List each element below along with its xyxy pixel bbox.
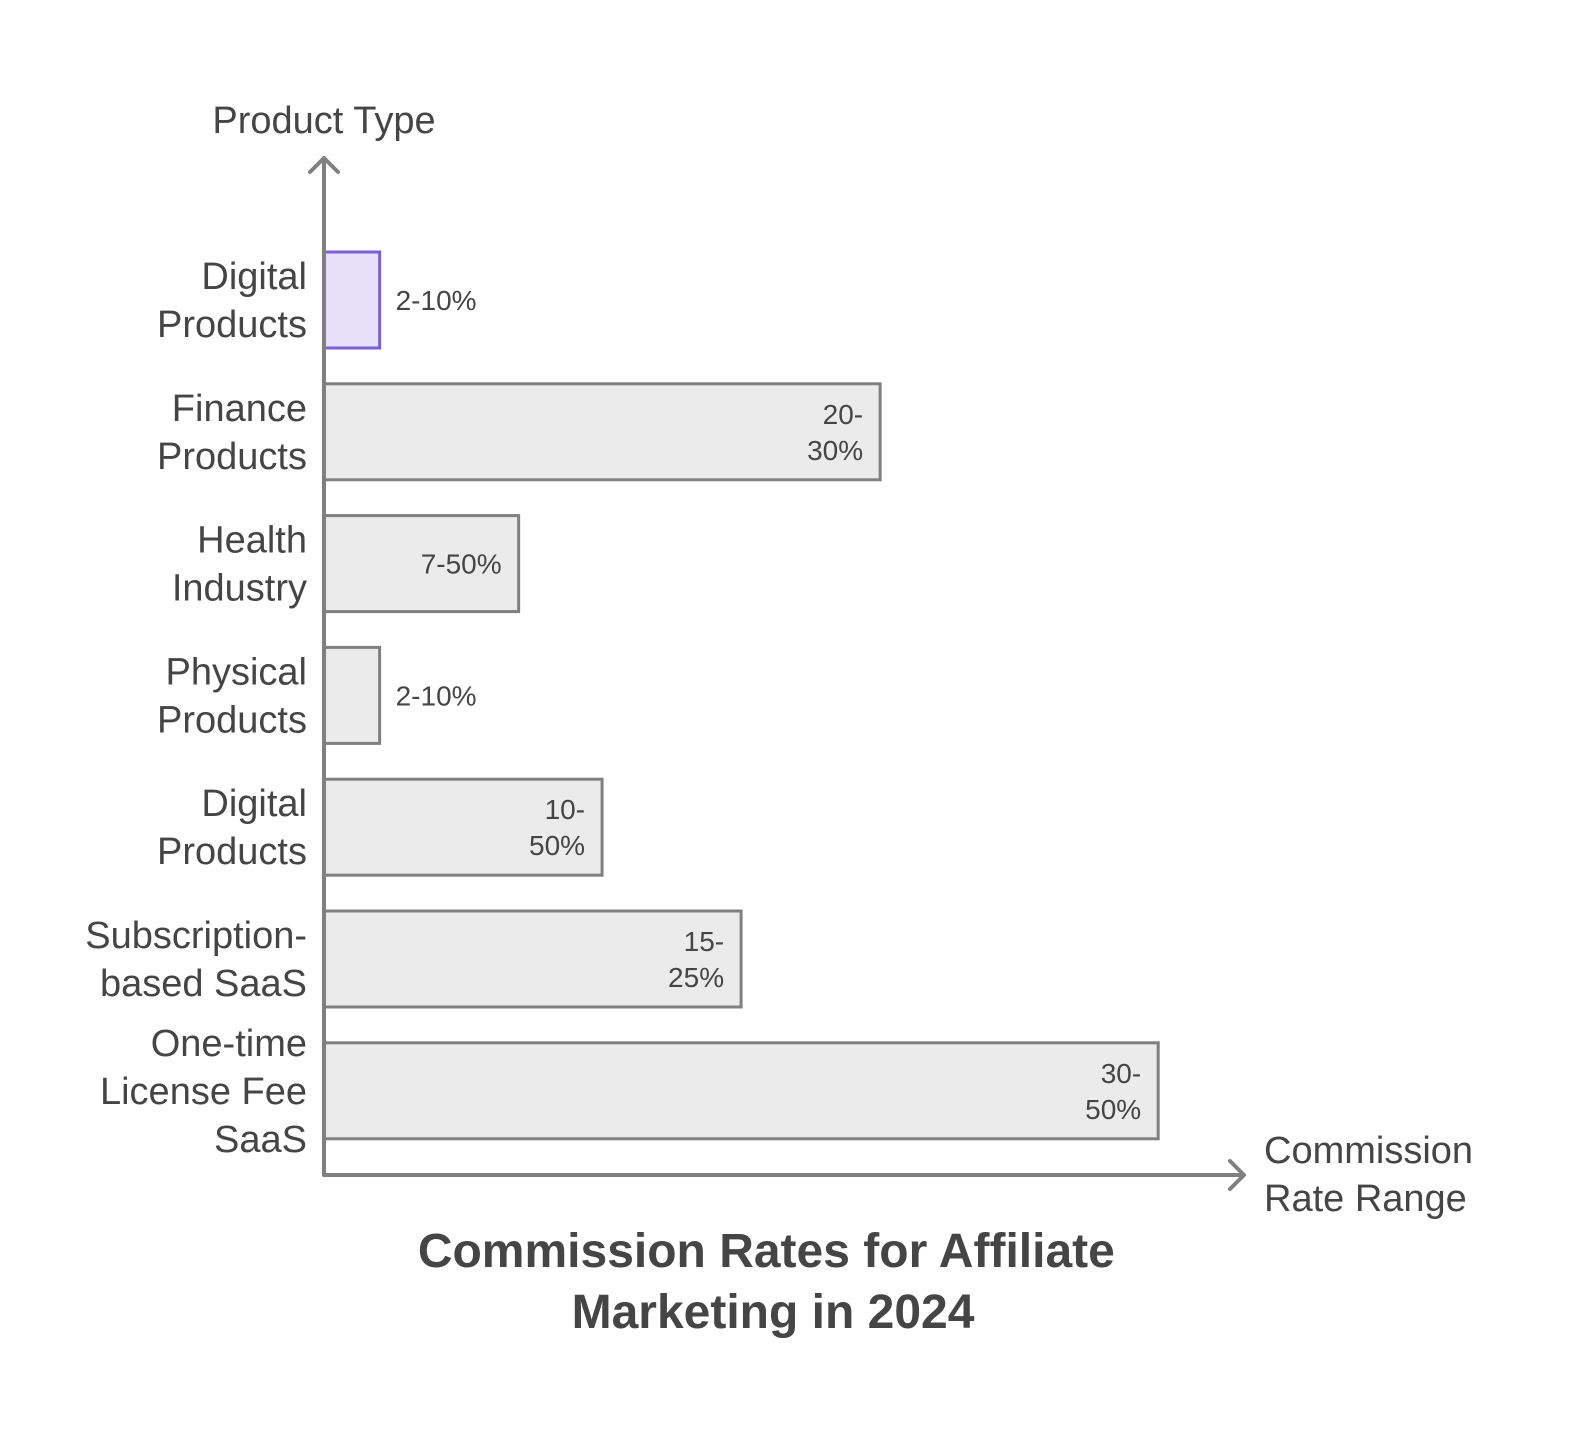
value-label-line: 50% <box>529 830 585 861</box>
value-label-line: 25% <box>668 962 724 993</box>
category-label-line: Digital <box>201 256 307 298</box>
x-axis-arrowhead <box>1228 1159 1246 1191</box>
value-label-line: 20- <box>823 399 863 430</box>
category-label-line: License Fee <box>100 1071 307 1113</box>
value-label-line: 50% <box>1085 1094 1141 1125</box>
value-label: 10-50% <box>529 794 585 861</box>
bar <box>322 514 521 614</box>
chart-title-line-2: Marketing in 2024 <box>572 1286 975 1339</box>
value-label: 15-25% <box>668 926 724 993</box>
category-label: Physical Products <box>157 651 307 741</box>
x-axis-title-line-2: Rate Range <box>1264 1178 1467 1220</box>
category-label: Subscription-based SaaS <box>85 915 307 1005</box>
bar <box>322 250 382 350</box>
category-label-line: Industry <box>172 568 307 610</box>
category-label-line: based SaaS <box>100 963 307 1005</box>
value-label: 2-10% <box>396 680 477 711</box>
value-label-line: 30- <box>1101 1058 1141 1089</box>
category-label: Health Industry <box>172 520 307 610</box>
y-axis-title: Product Type <box>212 100 435 142</box>
category-label: Finance Products <box>157 388 307 478</box>
value-label-line: 30% <box>807 435 863 466</box>
x-axis-title: Commission Rate Range <box>1264 1130 1484 1220</box>
bar <box>322 1041 1160 1141</box>
value-label-line: 2-10% <box>396 680 477 711</box>
chart-title: Commission Rates for Affiliate Marketing… <box>418 1225 1128 1339</box>
x-axis-title-line-1: Commission <box>1264 1130 1473 1172</box>
category-label: One-time License Fee SaaS <box>100 1023 307 1161</box>
value-label-line: 10- <box>545 794 585 825</box>
value-label: 2-10% <box>396 285 477 316</box>
category-label: Digital Products <box>157 783 307 873</box>
value-label-line: 15- <box>684 926 724 957</box>
category-label-line: One-time <box>151 1023 307 1065</box>
chart-title-line-1: Commission Rates for Affiliate <box>418 1225 1115 1278</box>
bar <box>322 909 743 1009</box>
category-label-line: Subscription- <box>85 915 307 957</box>
bar <box>322 645 382 745</box>
category-label-line: Digital <box>201 783 307 825</box>
category-label-line: Products <box>157 831 307 873</box>
value-label: 30-50% <box>1085 1058 1141 1125</box>
category-label-line: Finance <box>172 388 307 430</box>
category-label-line: SaaS <box>214 1119 307 1161</box>
category-label-line: Products <box>157 304 307 346</box>
category-label-line: Products <box>157 699 307 741</box>
value-label-line: 7-50% <box>421 549 502 580</box>
category-label-line: Products <box>157 436 307 478</box>
category-label: Digital Products <box>157 256 307 346</box>
category-label-line: Health <box>197 520 307 562</box>
category-label-line: Physical <box>166 651 308 693</box>
value-label-line: 2-10% <box>396 285 477 316</box>
y-axis-arrowhead <box>308 156 340 174</box>
value-label: 7-50% <box>421 549 502 580</box>
bar <box>322 382 882 482</box>
value-label: 20-30% <box>807 399 863 466</box>
